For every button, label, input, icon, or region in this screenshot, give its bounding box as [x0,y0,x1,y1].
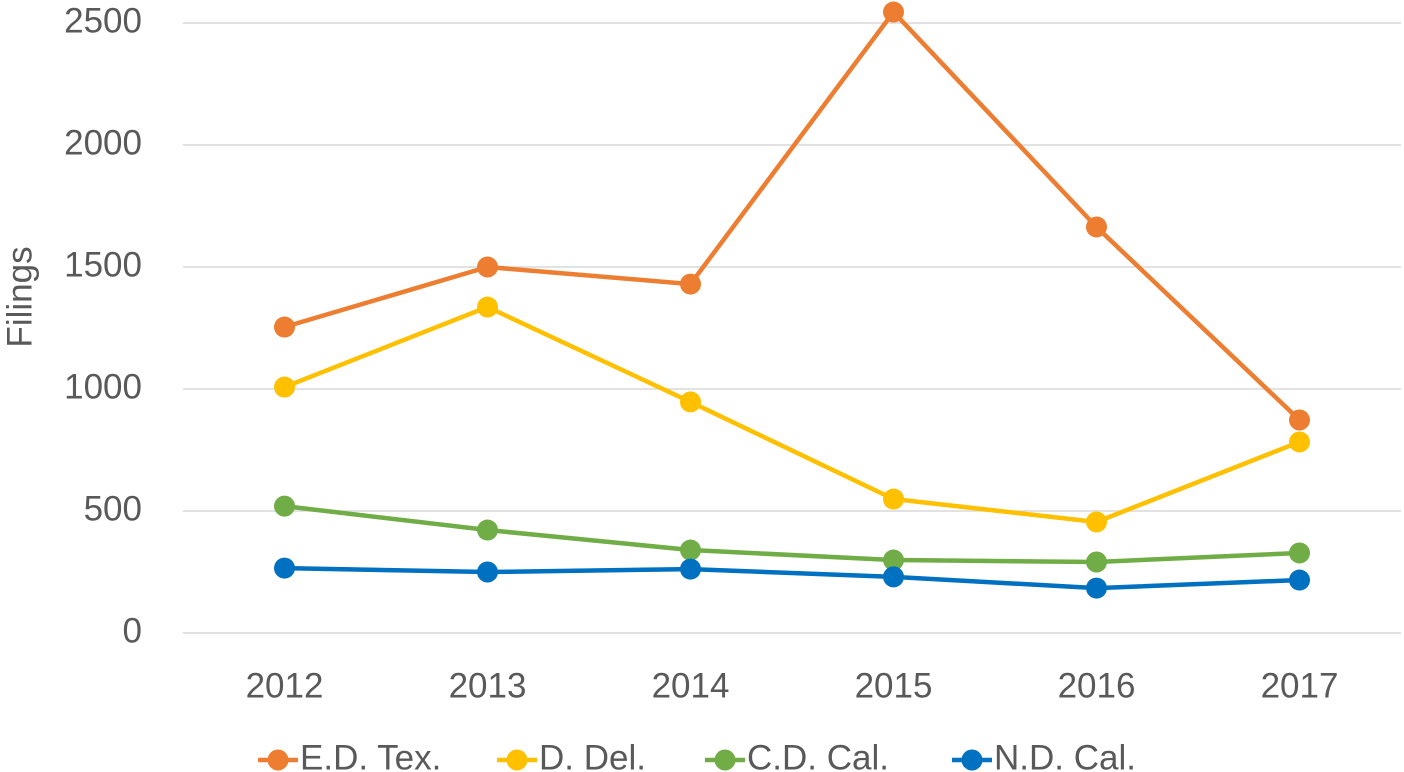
legend-marker [267,749,289,771]
series-line [283,304,1301,525]
y-tick-label: 1000 [64,367,142,406]
legend-marker [961,749,983,771]
data-point [1289,431,1310,453]
data-point [680,558,701,580]
data-point [883,488,904,510]
legend-label: E.D. Tex. [300,738,441,772]
y-tick-label: 0 [123,611,142,650]
data-point [1086,511,1107,533]
data-point [274,495,295,517]
x-tick-label: 2014 [652,666,730,705]
data-point [477,561,498,583]
series-line [284,503,1300,565]
data-point [680,273,701,295]
data-point [1086,577,1107,599]
x-tick-label: 2015 [855,666,933,705]
data-point [477,256,498,278]
x-tick-label: 2013 [449,666,527,705]
data-point [274,557,295,579]
legend-marker [506,749,528,771]
y-tick-label: 2000 [64,123,142,162]
x-tick-label: 2017 [1261,666,1339,705]
data-point [1086,216,1107,238]
data-point [274,376,295,398]
series-line [284,565,1300,591]
data-point [883,1,904,23]
data-point [883,549,904,571]
series-line [283,9,1302,422]
x-tick-label: 2016 [1058,666,1136,705]
y-tick-label: 500 [84,489,142,528]
x-tick-label: 2012 [246,666,324,705]
data-point [883,566,904,588]
legend-marker [714,749,736,771]
y-tick-label: 2500 [64,1,142,40]
legend-label: N.D. Cal. [994,738,1136,772]
data-point [680,539,701,561]
data-point [477,519,498,541]
data-point [1289,542,1310,564]
y-tick-label: 1500 [64,245,142,284]
legend-label: D. Del. [539,738,646,772]
data-point [680,391,701,413]
legend-label: C.D. Cal. [747,738,889,772]
data-point [274,316,295,338]
data-point [1289,569,1310,591]
data-point [477,296,498,318]
data-point [1289,409,1310,431]
y-axis-label: Filings [0,246,39,347]
data-point [1086,551,1107,573]
